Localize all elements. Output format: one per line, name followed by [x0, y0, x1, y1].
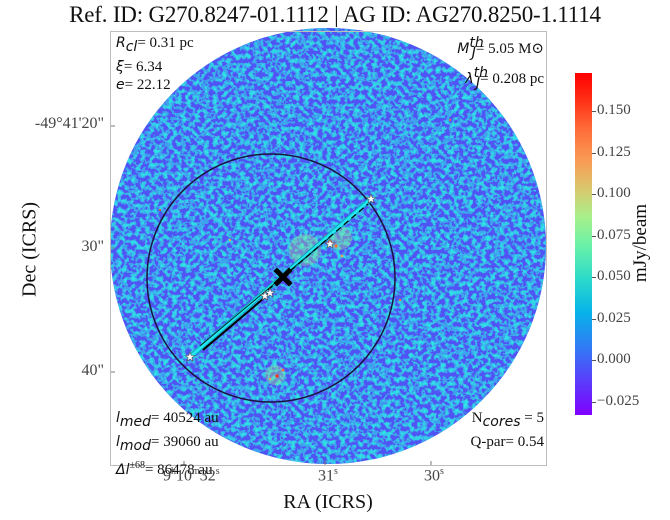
colorbar-tick: 0.025	[592, 310, 631, 326]
e-value: e= 22.12	[116, 77, 171, 93]
x-tick-label: 9h10m32s	[163, 466, 220, 485]
x-tick-label: 30s	[424, 466, 444, 485]
colorbar-tick: −0.025	[591, 393, 640, 409]
colorbar	[575, 73, 592, 415]
colorbar-tick: 0.075	[592, 227, 631, 243]
jeans-mass-value: MthJ= 5.05 M⊙	[457, 35, 544, 61]
xi-value: ξ= 6.34	[116, 59, 163, 75]
plot-frame	[110, 31, 547, 466]
colorbar-tick: 0.125	[592, 144, 631, 160]
core-star-markers	[184, 193, 377, 362]
delta-l-value: Δl±68= 86478 au	[116, 460, 213, 478]
x-tick-label: 31s	[318, 466, 338, 485]
cluster-ellipse	[146, 153, 396, 403]
r-cl-value: Rcl= 0.31 pc	[116, 35, 194, 55]
y-tick-label: -49°41'20"	[34, 115, 104, 132]
q-par-value: Q-par= 0.54	[470, 434, 544, 450]
y-tick-label: 30"	[81, 238, 104, 255]
emission-hotspots	[159, 119, 451, 385]
colorbar-tick: 0.050	[592, 268, 631, 284]
core-star-icon	[324, 238, 336, 249]
annotation-top-right: MthJ= 5.05 M⊙ λthJ= 0.208 pc	[457, 34, 544, 94]
colorbar-tick: 0.000	[592, 351, 631, 367]
annotation-bottom-left: lmed= 40524 au lmod= 39060 au Δl±68= 864…	[116, 409, 219, 479]
y-tick-label: 40"	[81, 362, 104, 379]
core-star-icon	[264, 287, 276, 298]
colorbar-label: mJy/beam	[630, 203, 651, 283]
core-star-icon	[184, 351, 196, 362]
colorbar-tick: 0.150	[592, 102, 631, 118]
colorbar-tick: 0.100	[592, 185, 631, 201]
y-axis-label: Dec (ICRS)	[18, 202, 41, 297]
l-med-value: lmed= 40524 au	[116, 410, 219, 430]
annotation-top-left: Rcl= 0.31 pc ξ= 6.34 e= 22.12	[116, 34, 194, 94]
cluster-center-marker	[273, 267, 293, 287]
annotation-bottom-right: Ncores = 5 Q-par= 0.54	[471, 409, 544, 451]
jeans-length-value: λthJ= 0.208 pc	[465, 65, 544, 91]
n-cores-value: Ncores = 5	[471, 410, 544, 430]
chart-title: Ref. ID: G270.8247-01.1112 | AG ID: AG27…	[69, 2, 601, 27]
core-star-icon	[365, 193, 377, 204]
x-axis-label: RA (ICRS)	[283, 491, 373, 513]
l-mod-value: lmod= 39060 au	[116, 434, 219, 454]
